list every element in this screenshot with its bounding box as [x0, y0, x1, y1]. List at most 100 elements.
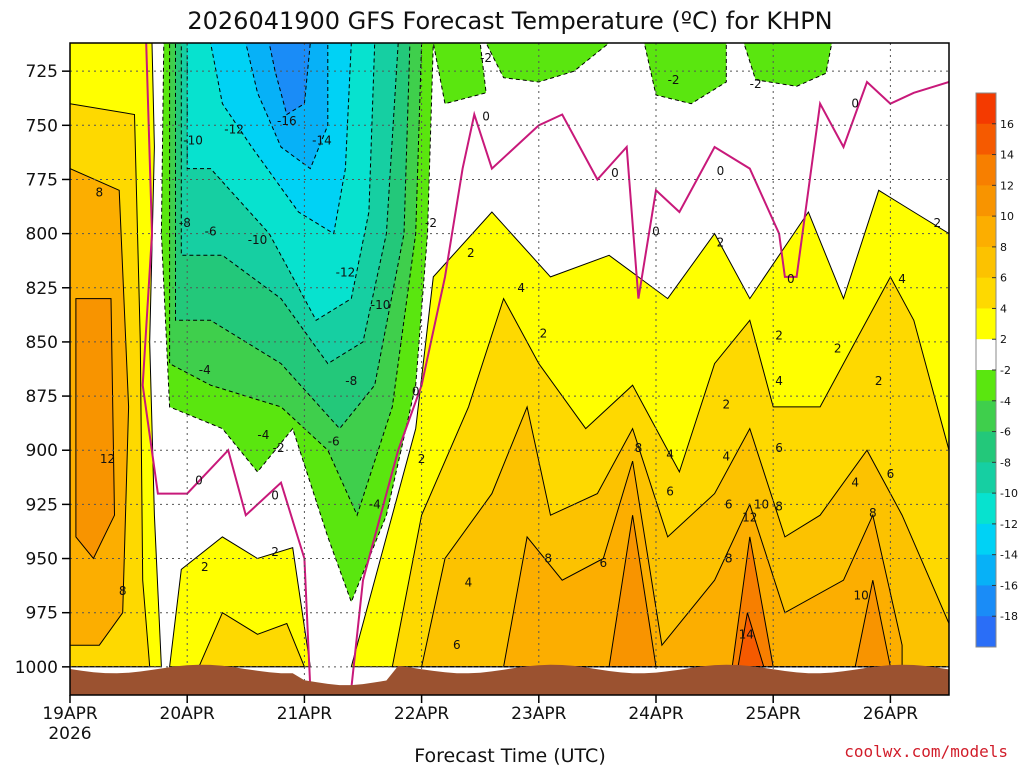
x-axis-label: Forecast Time (UTC) [414, 745, 605, 767]
contour-label-46: 10 [754, 497, 769, 511]
x-tick-label-3: 22APR [394, 704, 450, 724]
contour-lines [70, 43, 949, 668]
contour-warm-column-left-10 [75, 298, 116, 560]
contour-label-50: 14 [739, 627, 754, 641]
contour-label-54: 10 [853, 588, 868, 602]
contour-upper-cold-strip-2 [485, 43, 610, 83]
freezing-line [141, 43, 949, 689]
contour-label-59: 2 [201, 560, 209, 574]
contour-label-0: -2 [480, 51, 492, 65]
contour-label-10: 0 [195, 474, 203, 488]
contour-label-37: 4 [898, 272, 906, 286]
colorbar-bin-14 [976, 523, 996, 556]
grid-lines [70, 43, 949, 695]
contour-cold-airmass-16 [268, 43, 311, 116]
contour-label-2: -2 [750, 77, 762, 91]
contour-label-3: 0 [482, 110, 490, 124]
contour-label-12: -16 [277, 114, 297, 128]
x-tick-label-5: 24APR [628, 704, 684, 724]
colorbar-bin-7 [976, 308, 996, 340]
contour-label-29: 2 [418, 452, 426, 466]
colorbar-bin-13 [976, 493, 996, 525]
field-warm-column-left-10 [75, 298, 115, 559]
contour-label-33: 2 [775, 328, 783, 342]
y-tick-label-2: 775 [26, 170, 58, 190]
contour-label-6: 0 [717, 164, 725, 178]
plot-area: -2 -2 -2 0 0 0 0 0 0 0 0 0 -16 -14 -12 -10 -10 -12 -10 -8 -6… [70, 43, 949, 695]
contour-label-49: 8 [725, 552, 733, 566]
contour-label-28: 2 [467, 246, 475, 260]
colorbar-label-3: 10 [1000, 210, 1014, 223]
contour-warm-lower-6 [420, 405, 949, 668]
colorbar-label-13: -12 [1000, 518, 1018, 531]
colorbar-label-4: 8 [1000, 241, 1007, 254]
colorbar-bin-16 [976, 585, 996, 617]
field-low-level-warm-day1-4 [198, 612, 305, 667]
contour-label-60: 2 [271, 545, 279, 559]
colorbar-bin-2 [976, 154, 996, 186]
field-warm-lower-8 [503, 461, 903, 667]
contour-label-11: 0 [271, 489, 279, 503]
freezing-line-1 [350, 80, 949, 689]
colorbar-bin-9 [976, 370, 996, 402]
contour-label-16: -10 [248, 233, 268, 247]
colorbar-label-16: -18 [1000, 610, 1018, 623]
contour-upper-cold-strip-3 [643, 43, 727, 105]
contour-label-17: -12 [336, 266, 356, 280]
colorbar-label-11: -8 [1000, 456, 1011, 469]
contour-label-63: 8 [119, 584, 127, 598]
contour-label-45: 6 [725, 497, 733, 511]
contour-warm-lower-yellow [350, 189, 949, 668]
colorbar: 16 14 12 10 8 6 4 2 -2 -4 -6 -8 -10 -12 -14 -16 -18 [975, 92, 1018, 648]
colorbar-label-8: -2 [1000, 364, 1011, 377]
x-tick-label-0: 19APR [42, 704, 98, 724]
contour-label-8: 0 [787, 272, 795, 286]
contour-label-41: 4 [722, 450, 730, 464]
y-tick-label-11: 1000 [15, 658, 58, 678]
colorbar-label-2: 12 [1000, 179, 1014, 192]
colorbar-label-10: -6 [1000, 426, 1011, 439]
y-tick-label-4: 825 [26, 279, 58, 299]
y-tick-label-6: 875 [26, 387, 58, 407]
contour-label-22: -6 [328, 435, 340, 449]
contour-label-47: 8 [775, 500, 783, 514]
contour-labels: -2 -2 -2 0 0 0 0 0 0 0 0 0 -16 -14 -12 -10 -10 -12 -10 -8 -6… [95, 51, 941, 652]
colorbar-label-1: 14 [1000, 149, 1014, 162]
contour-label-55: 8 [544, 552, 552, 566]
contour-warm-lower-4 [391, 275, 949, 668]
contour-label-23: -4 [199, 363, 211, 377]
colorbar-bin-17 [976, 616, 996, 648]
contour-label-7: 0 [652, 224, 660, 238]
contour-label-25: -2 [273, 441, 285, 455]
colorbar-bin-10 [976, 400, 996, 432]
contour-label-19: -8 [179, 216, 191, 230]
colorbar-label-0: 16 [1000, 118, 1014, 131]
y-tick-label-0: 725 [26, 62, 58, 82]
contour-label-53: 8 [869, 506, 877, 520]
contour-label-26: -4 [369, 497, 381, 511]
field-upper-cold-strip-4 [743, 43, 832, 87]
contour-label-27: -2 [425, 216, 437, 230]
contour-label-52: 6 [887, 467, 895, 481]
y-tick-label-5: 850 [26, 333, 58, 353]
contour-label-58: 6 [453, 638, 461, 652]
field-warm-lower-14 [738, 612, 764, 667]
field-upper-cold-strip-3 [644, 43, 727, 104]
contour-label-48: 12 [742, 510, 757, 524]
contour-cold-airmass [160, 43, 434, 604]
contour-warm-lower-10 [608, 515, 657, 668]
colorbar-bin-1 [976, 123, 996, 155]
y-tick-label-9: 950 [26, 550, 58, 570]
colorbar-bin-15 [976, 554, 996, 586]
y-tick-label-7: 900 [26, 441, 58, 461]
y-tick-label-3: 800 [26, 225, 58, 245]
contour-label-43: 8 [635, 441, 643, 455]
x-tick-label-2: 21APR [277, 704, 333, 724]
contour-label-51: 4 [851, 476, 859, 490]
field-upper-cold-strip-2 [486, 43, 610, 82]
contour-label-20: -6 [205, 224, 217, 238]
colorbar-label-5: 6 [1000, 272, 1007, 285]
contour-warm-lower-10b [854, 580, 892, 668]
field-warm-lower-10b [855, 580, 891, 667]
